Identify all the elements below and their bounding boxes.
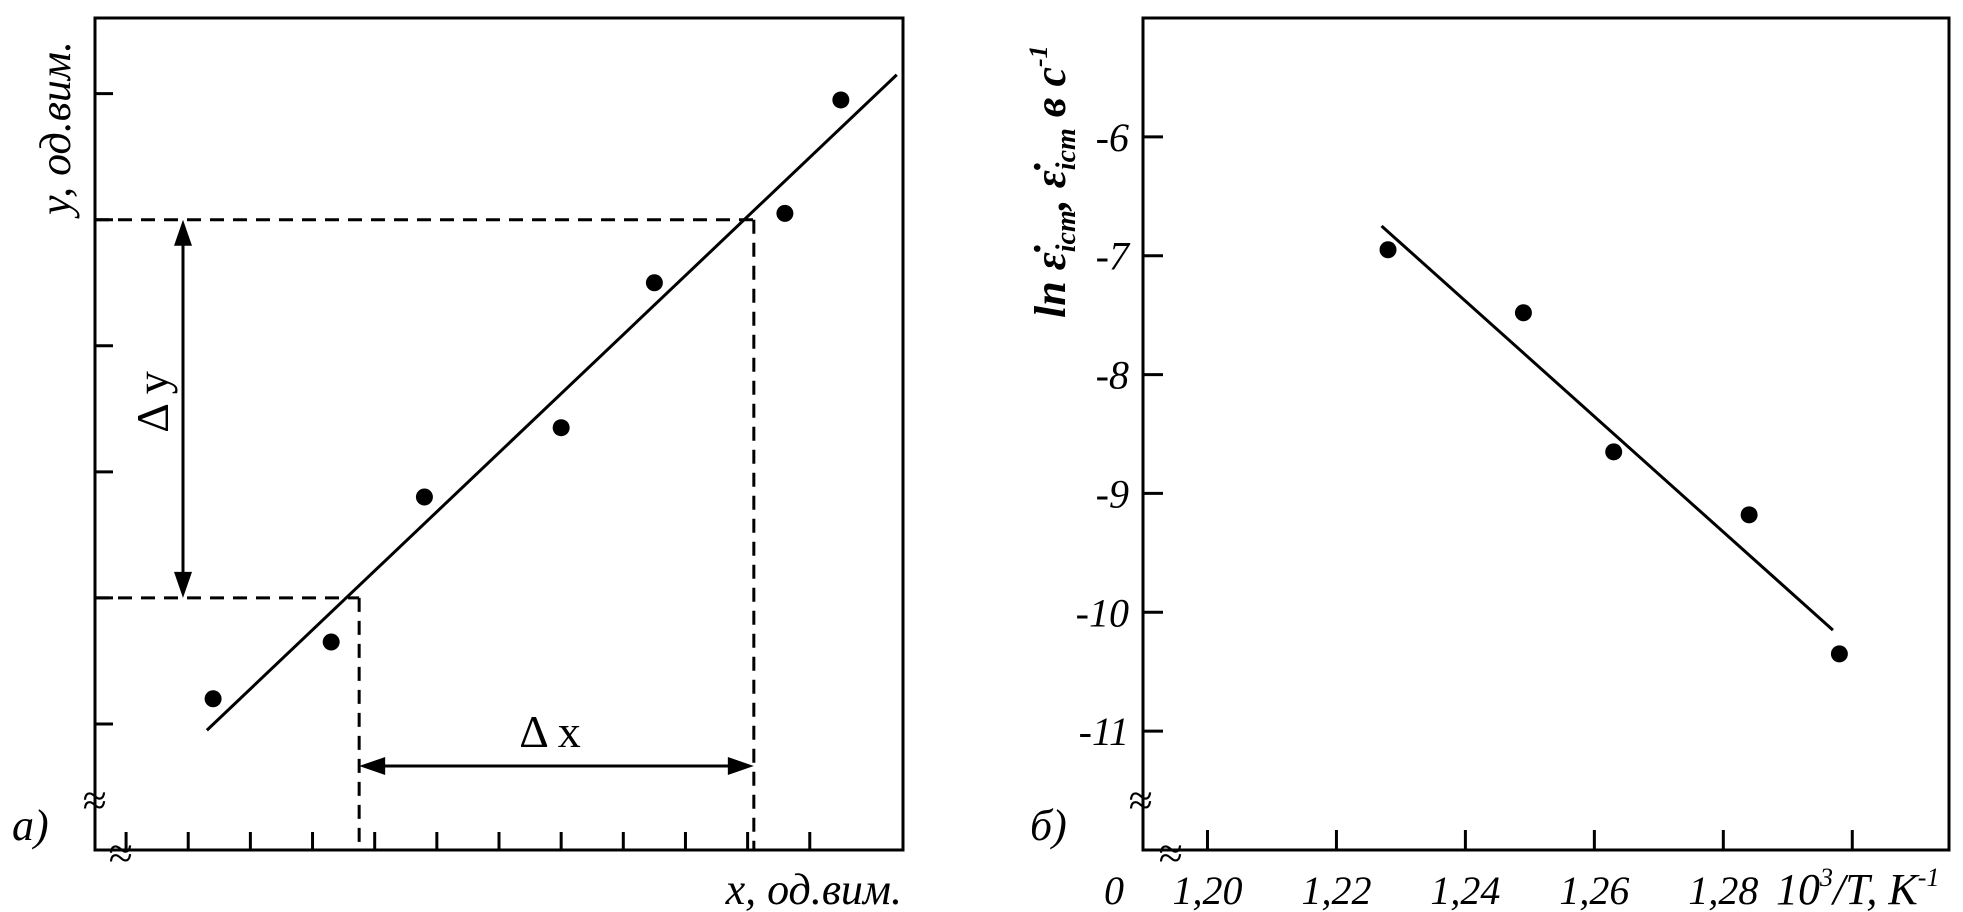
panel-b-y-tick-label: -7 — [1096, 234, 1131, 279]
panel-a: y, од.вим. x, од.вим. а) ≈ ≈ Δ x Δ y — [12, 16, 905, 912]
panel-a-y-ticks — [95, 92, 113, 726]
delta-y-arrow-bottom-head — [174, 571, 192, 598]
panel-b-x-tick-label: 1,24 — [1430, 868, 1500, 912]
panel-b-x-origin-label: 0 — [1104, 868, 1124, 912]
delta-y-arrow-top-head — [174, 219, 192, 246]
panel-b-y-axis-label: ln ε̇іст, ε̇іст в с-1 — [1024, 45, 1082, 318]
panel-b-fit — [1380, 224, 1834, 632]
panel-b-x-tick-label: 1,20 — [1172, 868, 1242, 912]
panel-b: -6 -7 -8 -9 -10 -11 1,20 1,22 1,24 1,26 1,28 0 б)… — [1024, 16, 1951, 912]
panel-b-y-tick-label: -6 — [1096, 115, 1129, 160]
panel-b-y-break: ≈ — [1128, 776, 1152, 825]
panel-b-data-point — [1605, 443, 1623, 461]
panel-a-x-axis-label: x, од.вим. — [725, 865, 902, 912]
delta-x-arrow-right-head — [727, 757, 754, 775]
panel-a-label: а) — [12, 801, 49, 850]
panel-a-x-break: ≈ — [108, 829, 132, 878]
panel-b-x-break: ≈ — [1158, 829, 1182, 878]
panel-a-data-point — [322, 633, 340, 651]
panel-a-guides — [95, 218, 756, 850]
panel-b-x-tick-label: 1,22 — [1301, 868, 1371, 912]
panel-b-fit-line — [1380, 224, 1834, 632]
panel-a-x-ticks — [124, 832, 812, 850]
panel-b-data-point — [1830, 645, 1848, 663]
panel-a-data-point — [832, 91, 850, 109]
panel-b-y-tick-label: -11 — [1079, 709, 1129, 754]
panel-a-data-point — [415, 488, 433, 506]
panel-b-y-tick-label: -10 — [1076, 590, 1129, 635]
panel-b-x-tick-label: 1,28 — [1688, 868, 1758, 912]
panel-b-points — [1379, 241, 1848, 663]
delta-y-label: Δ y — [127, 371, 178, 433]
panel-b-y-ticks: -6 -7 -8 -9 -10 -11 — [1076, 115, 1163, 754]
delta-x-label: Δ x — [519, 706, 581, 757]
panel-a-fit-line — [205, 73, 898, 732]
panel-a-data-point — [204, 690, 222, 708]
panel-b-x-tick-label: 1,26 — [1559, 868, 1629, 912]
panel-b-y-tick-label: -9 — [1096, 471, 1129, 516]
panel-a-arrows — [174, 219, 754, 775]
panel-a-data-point — [776, 204, 794, 222]
panel-b-frame — [1141, 16, 1951, 852]
panel-a-data-point — [552, 419, 570, 437]
delta-x-arrow-left-head — [359, 757, 386, 775]
panel-b-label: б) — [1030, 801, 1067, 850]
panel-b-data-point — [1379, 241, 1397, 259]
panel-a-data-point — [645, 274, 663, 292]
panel-b-y-tick-label: -8 — [1096, 353, 1129, 398]
panel-b-data-point — [1740, 506, 1758, 524]
panel-b-x-ticks: 1,20 1,22 1,24 1,26 1,28 — [1172, 830, 1854, 912]
panel-a-points — [204, 91, 850, 708]
panel-a-frame — [93, 16, 905, 852]
panel-a-y-break: ≈ — [82, 776, 106, 825]
panel-b-x-axis-label: 103/T, K-1 — [1776, 863, 1939, 912]
panel-b-data-point — [1514, 304, 1532, 322]
panel-a-fit — [205, 73, 898, 732]
panel-a-y-axis-label: y, од.вим. — [31, 41, 80, 219]
